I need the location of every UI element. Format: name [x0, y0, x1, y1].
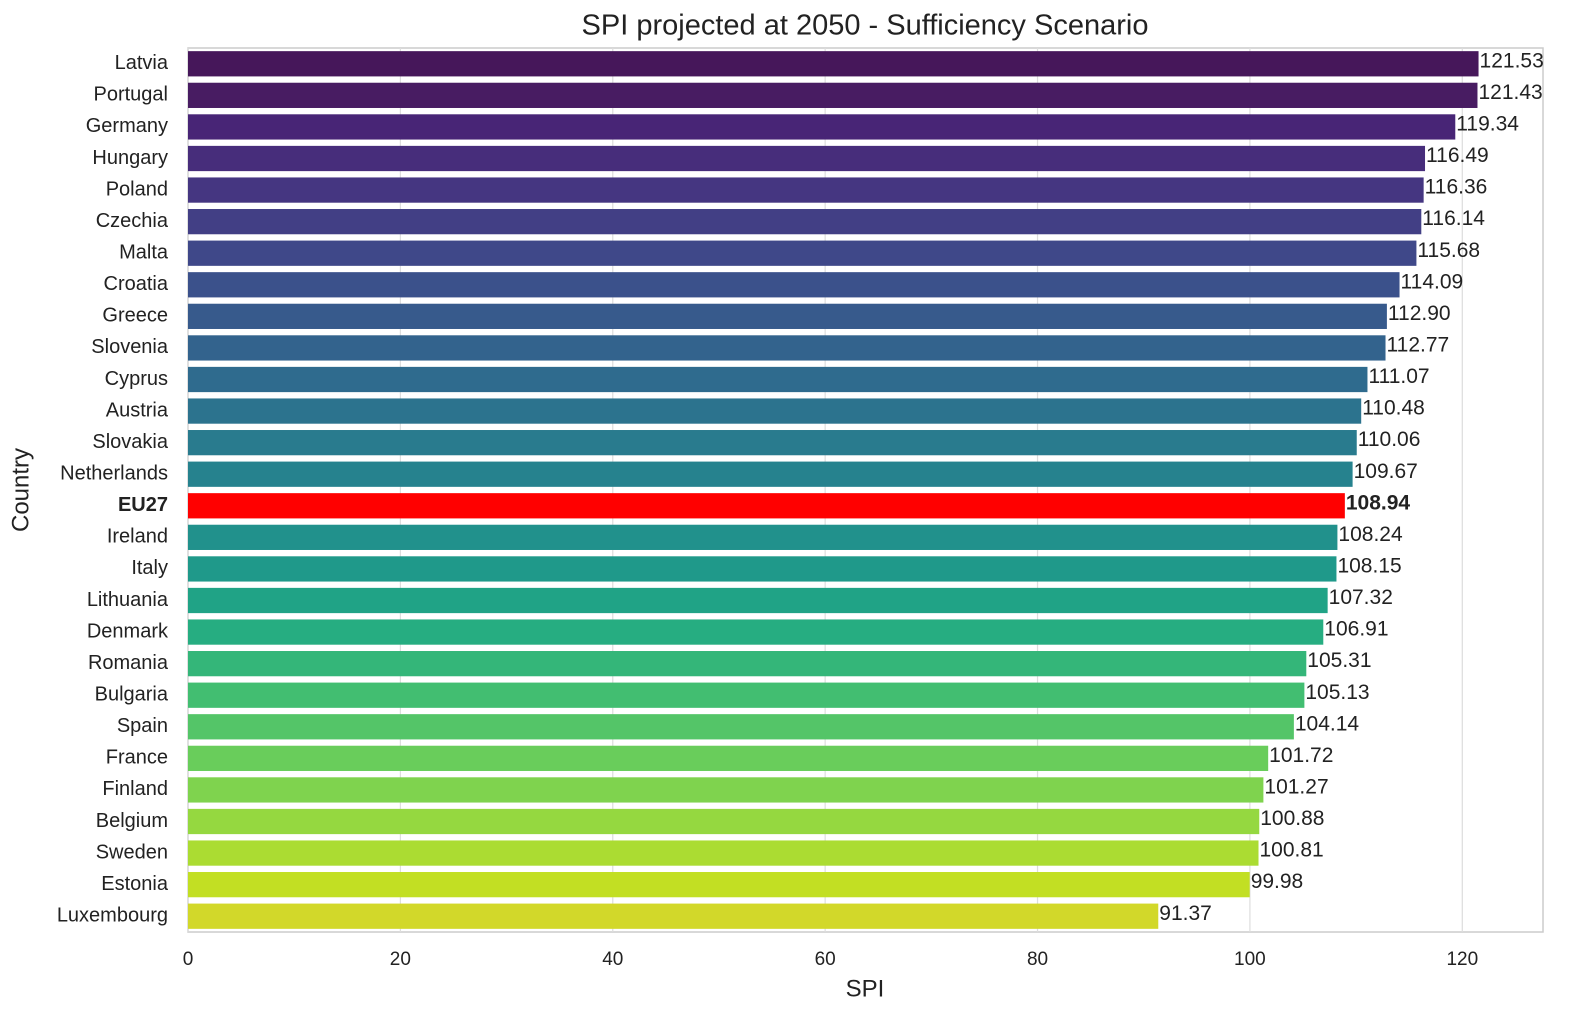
- bar: [188, 651, 1307, 677]
- value-label: 115.68: [1417, 239, 1480, 262]
- bar: [188, 619, 1324, 645]
- y-tick-label: Ireland: [107, 526, 168, 548]
- y-tick-label: Romania: [88, 652, 169, 674]
- value-label: 116.49: [1426, 144, 1489, 167]
- x-tick-label: 0: [183, 949, 194, 970]
- bar: [188, 209, 1422, 235]
- bar: [188, 745, 1269, 771]
- value-label: 112.77: [1387, 333, 1450, 356]
- bar: [188, 366, 1368, 393]
- bar: [188, 714, 1294, 740]
- bar: [188, 82, 1478, 108]
- y-tick-label: Hungary: [92, 147, 168, 169]
- value-label: 110.48: [1362, 397, 1425, 420]
- value-label: 116.14: [1422, 207, 1485, 230]
- value-label: 121.43: [1478, 81, 1542, 104]
- bar: [188, 114, 1456, 140]
- bar: [188, 524, 1338, 550]
- y-tick-label: Germany: [86, 115, 168, 137]
- bar: [188, 461, 1353, 487]
- y-tick-label: Slovakia: [92, 431, 168, 453]
- y-tick-label: Austria: [106, 399, 169, 421]
- y-tick-label: Cyprus: [105, 368, 168, 390]
- x-axis-label: SPI: [846, 975, 885, 1002]
- bar: [188, 335, 1386, 361]
- value-label: 111.07: [1368, 365, 1429, 388]
- y-tick-label: Estonia: [101, 873, 169, 895]
- y-tick-label: Croatia: [104, 273, 169, 295]
- bar: [188, 493, 1345, 519]
- y-tick-label: Denmark: [87, 620, 169, 642]
- value-label: 99.98: [1251, 870, 1304, 893]
- value-label: 105.31: [1307, 649, 1371, 672]
- value-label: 121.53: [1480, 49, 1544, 72]
- bar: [188, 587, 1328, 614]
- bar: [188, 398, 1362, 424]
- bar: [188, 840, 1259, 866]
- value-label: 114.09: [1401, 270, 1464, 293]
- value-label: 101.27: [1264, 775, 1328, 798]
- value-label: 101.72: [1269, 744, 1333, 767]
- value-label: 108.24: [1338, 523, 1403, 546]
- bar: [188, 303, 1387, 329]
- value-label: 100.88: [1260, 807, 1324, 830]
- bar: [188, 51, 1479, 77]
- bar: [188, 145, 1426, 172]
- bar: [188, 872, 1250, 898]
- x-tick-label: 80: [1027, 949, 1048, 970]
- value-label: 107.32: [1329, 586, 1393, 609]
- value-label: 91.37: [1159, 902, 1212, 925]
- bar: [188, 177, 1424, 203]
- y-tick-label: Greece: [102, 305, 168, 327]
- y-tick-label: Poland: [106, 178, 168, 200]
- value-label: 108.15: [1337, 554, 1401, 577]
- value-label: 106.91: [1324, 618, 1388, 641]
- value-label: 119.34: [1456, 112, 1519, 135]
- bar: [188, 556, 1337, 582]
- y-tick-label: Luxembourg: [57, 904, 168, 926]
- x-tick-label: 100: [1234, 949, 1266, 970]
- y-tick-label: EU27: [118, 494, 168, 516]
- y-tick-label: Portugal: [94, 84, 169, 106]
- bar: [188, 682, 1305, 708]
- y-tick-label: Sweden: [96, 841, 168, 863]
- y-axis-label: Country: [7, 448, 34, 532]
- value-label: 112.90: [1388, 302, 1451, 325]
- value-label: 100.81: [1260, 839, 1324, 862]
- value-label: 109.67: [1354, 460, 1418, 483]
- y-tick-label: Slovenia: [91, 336, 169, 358]
- y-tick-label: Malta: [119, 241, 169, 263]
- bar: [188, 808, 1260, 835]
- y-tick-label: Italy: [131, 557, 168, 579]
- bar: [188, 777, 1264, 803]
- value-label: 116.36: [1425, 176, 1488, 199]
- y-tick-label: Netherlands: [60, 462, 168, 484]
- y-tick-label: France: [106, 747, 168, 769]
- x-tick-label: 40: [602, 949, 623, 970]
- y-tick-label: Czechia: [96, 210, 169, 232]
- bar: [188, 903, 1159, 929]
- bar: [188, 430, 1357, 456]
- value-label: 110.06: [1358, 428, 1421, 451]
- value-label: 105.13: [1305, 681, 1369, 704]
- y-tick-label: Latvia: [115, 52, 169, 74]
- bar: [188, 272, 1400, 298]
- x-tick-label: 120: [1446, 949, 1478, 970]
- y-tick-label: Spain: [117, 715, 168, 737]
- bar: [188, 240, 1417, 266]
- value-label: 108.94: [1346, 491, 1411, 514]
- chart-title: SPI projected at 2050 - Sufficiency Scen…: [582, 10, 1149, 42]
- x-tick-label: 60: [815, 949, 836, 970]
- y-tick-label: Bulgaria: [95, 683, 169, 705]
- x-tick-label: 20: [390, 949, 411, 970]
- value-label: 104.14: [1295, 712, 1360, 735]
- y-tick-label: Belgium: [96, 810, 168, 832]
- y-tick-label: Finland: [102, 778, 168, 800]
- y-tick-label: Lithuania: [87, 589, 169, 611]
